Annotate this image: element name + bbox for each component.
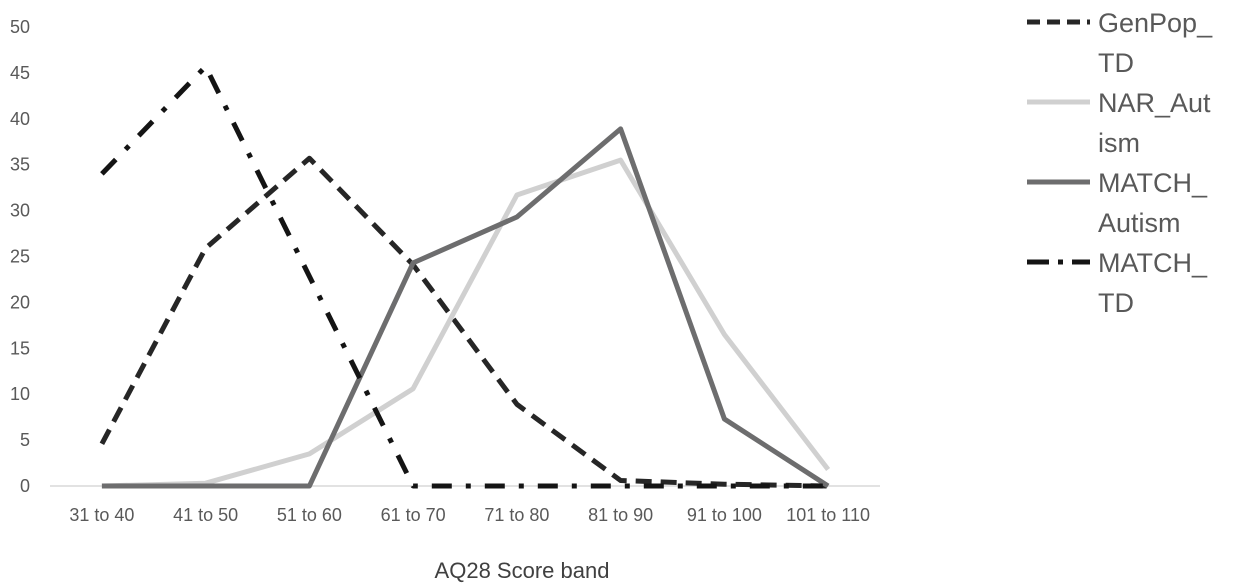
y-axis-ticks: 0 5 10 15 20 25 30 35 40 45 50: [10, 17, 30, 496]
legend-label: TD: [1098, 288, 1134, 318]
legend-label: MATCH_: [1098, 168, 1208, 198]
x-tick-label: 31 to 40: [69, 505, 134, 525]
series-match-autism: [102, 129, 828, 486]
y-tick-label: 5: [20, 430, 30, 450]
series-match-td: [102, 66, 828, 486]
series-lines: [102, 66, 828, 486]
y-tick-label: 20: [10, 292, 30, 312]
legend: GenPop_ TD NAR_Autism MATCH_ Autism MATCH_ TD: [1027, 8, 1213, 318]
legend-label: Autism: [1098, 208, 1181, 238]
x-axis-title: AQ28 Score band: [435, 558, 610, 583]
y-tick-label: 35: [10, 155, 30, 175]
y-tick-label: 30: [10, 201, 30, 221]
y-tick-label: 40: [10, 109, 30, 129]
x-tick-label: 71 to 80: [484, 505, 549, 525]
y-tick-label: 10: [10, 384, 30, 404]
series-line: [102, 160, 828, 486]
y-tick-label: 0: [20, 476, 30, 496]
y-tick-label: 50: [10, 17, 30, 37]
legend-label: NAR_Aut: [1098, 88, 1211, 118]
x-tick-label: 81 to 90: [588, 505, 653, 525]
series-line: [102, 129, 828, 486]
y-tick-label: 25: [10, 247, 30, 267]
legend-item: MATCH_ Autism: [1027, 168, 1208, 238]
x-tick-label: 91 to 100: [687, 505, 762, 525]
x-tick-label: 101 to 110: [786, 505, 870, 525]
y-tick-label: 15: [10, 338, 30, 358]
x-axis-ticks: 31 to 40 41 to 50 51 to 60 61 to 70 71 to 80…: [69, 505, 870, 525]
x-tick-label: 41 to 50: [173, 505, 238, 525]
legend-label: ism: [1098, 128, 1140, 158]
legend-item: GenPop_ TD: [1027, 8, 1213, 78]
series-nar-autism: [102, 160, 828, 486]
x-tick-label: 61 to 70: [381, 505, 446, 525]
legend-label: GenPop_: [1098, 8, 1213, 38]
legend-item: MATCH_ TD: [1027, 248, 1208, 318]
legend-item: NAR_Autism: [1027, 88, 1211, 158]
legend-label: MATCH_: [1098, 248, 1208, 278]
legend-label: TD: [1098, 48, 1134, 78]
x-tick-label: 51 to 60: [277, 505, 342, 525]
series-line: [102, 67, 828, 487]
y-tick-label: 45: [10, 63, 30, 83]
